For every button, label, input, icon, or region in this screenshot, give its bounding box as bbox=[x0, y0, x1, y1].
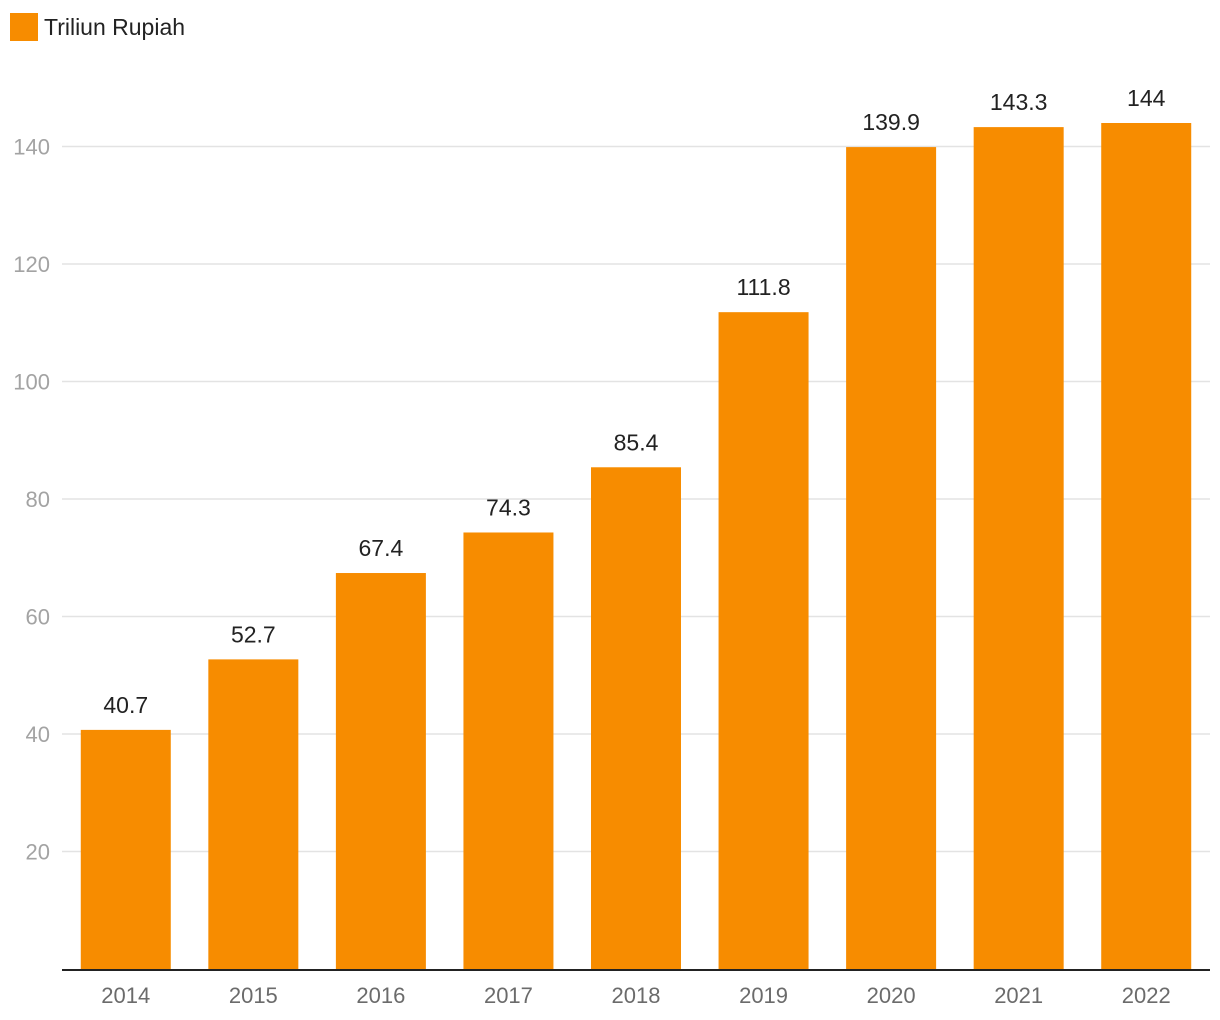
bars bbox=[80, 123, 1192, 970]
data-label-2020: 139.9 bbox=[862, 109, 920, 135]
bar-2015 bbox=[208, 659, 299, 969]
legend-swatch bbox=[10, 13, 38, 41]
bar-2022 bbox=[1101, 123, 1192, 969]
legend-label: Triliun Rupiah bbox=[44, 14, 185, 40]
y-tick-label: 100 bbox=[13, 370, 50, 395]
bar-2019 bbox=[718, 312, 809, 969]
data-label-2016: 67.4 bbox=[359, 535, 404, 561]
x-tick-label-2015: 2015 bbox=[229, 983, 278, 1008]
bar-2021 bbox=[973, 127, 1064, 970]
data-label-2017: 74.3 bbox=[486, 494, 531, 520]
x-tick-label-2022: 2022 bbox=[1122, 983, 1171, 1008]
x-tick-label-2018: 2018 bbox=[612, 983, 661, 1008]
x-tick-label-2020: 2020 bbox=[867, 983, 916, 1008]
y-tick-label: 120 bbox=[13, 252, 50, 277]
y-tick-label: 80 bbox=[26, 487, 50, 512]
bar-2017 bbox=[463, 532, 554, 969]
x-tick-label-2014: 2014 bbox=[101, 983, 150, 1008]
x-tick-label-2021: 2021 bbox=[994, 983, 1043, 1008]
y-tick-label: 140 bbox=[13, 135, 50, 160]
y-axis-ticks: 20 40 60 80 100 120 140 bbox=[13, 135, 50, 865]
data-label-2018: 85.4 bbox=[614, 429, 659, 455]
x-axis-ticks: 2014 2015 2016 2017 2018 2019 2020 2021 2022 bbox=[101, 983, 1170, 1008]
data-label-2015: 52.7 bbox=[231, 621, 276, 647]
legend: Triliun Rupiah bbox=[10, 13, 185, 41]
bar-2014 bbox=[80, 729, 171, 969]
x-tick-label-2017: 2017 bbox=[484, 983, 533, 1008]
data-label-2021: 143.3 bbox=[990, 89, 1048, 115]
bar-2020 bbox=[846, 147, 937, 969]
data-label-2014: 40.7 bbox=[103, 692, 148, 718]
data-labels: 40.7 52.7 67.4 74.3 85.4 111.8 139.9 143.3 144 bbox=[103, 85, 1165, 718]
y-tick-label: 20 bbox=[26, 840, 50, 865]
y-tick-label: 40 bbox=[26, 722, 50, 747]
x-tick-label-2019: 2019 bbox=[739, 983, 788, 1008]
bar-2018 bbox=[591, 467, 681, 969]
bar-2016 bbox=[335, 573, 426, 969]
data-label-2019: 111.8 bbox=[736, 274, 790, 300]
y-tick-label: 60 bbox=[26, 605, 50, 630]
data-label-2022: 144 bbox=[1127, 85, 1166, 111]
x-tick-label-2016: 2016 bbox=[356, 983, 405, 1008]
